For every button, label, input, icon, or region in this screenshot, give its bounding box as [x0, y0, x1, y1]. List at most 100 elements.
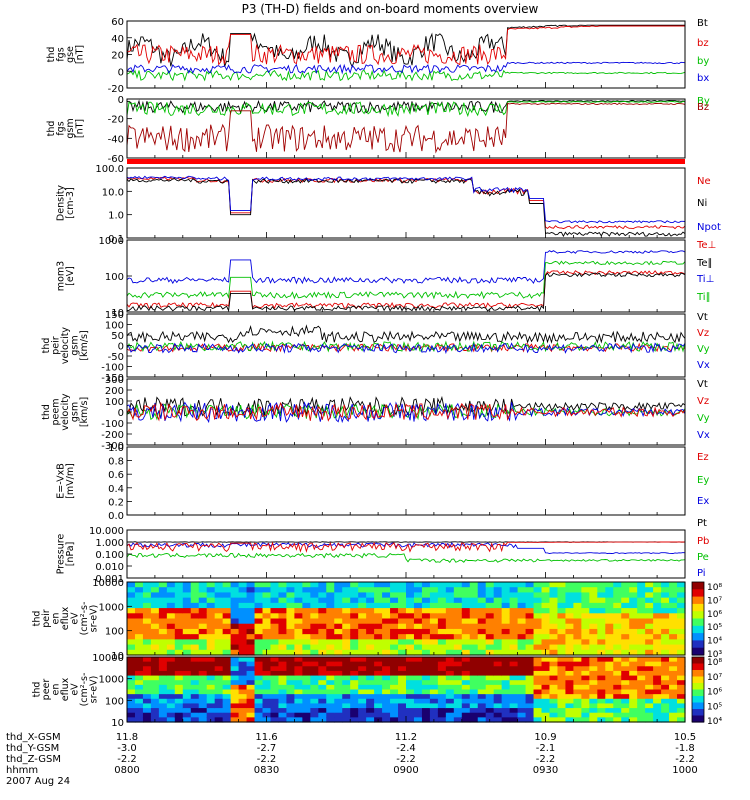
heatmap-cell	[445, 717, 455, 723]
heatmap-cell	[437, 689, 447, 695]
heatmap-cell	[573, 623, 582, 630]
heatmap-cell	[382, 618, 391, 625]
heatmap-cell	[629, 602, 638, 609]
heatmap-cell	[254, 608, 264, 614]
heatmap-cell	[198, 661, 208, 667]
y-axis-label: peir	[51, 336, 62, 355]
heatmap-cell	[517, 666, 527, 672]
heatmap-cell	[645, 613, 654, 620]
heatmap-cell	[374, 670, 383, 677]
heatmap-cell	[238, 582, 248, 588]
heatmap-cell	[134, 602, 144, 609]
heatmap-cell	[541, 708, 551, 714]
heatmap-cell	[661, 582, 670, 588]
xaxis-value: 0930	[533, 765, 558, 776]
heatmap-cell	[637, 649, 646, 656]
heatmap-cell	[326, 613, 335, 620]
heatmap-cell	[533, 657, 543, 663]
heatmap-cell	[581, 680, 590, 686]
heatmap-cell	[262, 666, 272, 672]
heatmap-cell	[142, 684, 152, 691]
heatmap-cell	[605, 644, 614, 651]
heatmap-cell	[390, 618, 399, 625]
heatmap-cell	[629, 639, 638, 646]
colorbar-segment	[692, 663, 704, 668]
heatmap-cell	[645, 712, 654, 718]
heatmap-cell	[493, 634, 503, 640]
heatmap-cell	[294, 703, 303, 709]
heatmap-cell	[182, 666, 192, 672]
y-axis-label: [eV]	[65, 266, 76, 286]
heatmap-cell	[501, 675, 511, 681]
heatmap-cell	[134, 618, 144, 625]
heatmap-cell	[421, 670, 431, 677]
heatmap-cell	[358, 680, 367, 686]
heatmap-cell	[182, 628, 192, 635]
colorbar-segment	[692, 689, 704, 694]
heatmap-cell	[374, 623, 383, 630]
heatmap-cell	[485, 592, 495, 599]
heatmap-cell	[469, 689, 479, 695]
heatmap-cell	[174, 666, 184, 672]
y-axis-label: [km/s]	[79, 330, 90, 360]
heatmap-cell	[517, 639, 527, 646]
heatmap-cell	[278, 712, 288, 718]
heatmap-cell	[206, 666, 216, 672]
heatmap-cell	[445, 666, 455, 672]
heatmap-cell	[134, 608, 144, 614]
heatmap-cell	[573, 602, 582, 609]
heatmap-cell	[246, 587, 256, 594]
heatmap-cell	[214, 708, 224, 714]
heatmap-cell	[629, 623, 638, 630]
heatmap-cell	[150, 592, 160, 599]
heatmap-cell	[477, 708, 487, 714]
heatmap-cell	[413, 613, 423, 620]
heatmap-cell	[605, 675, 614, 681]
heatmap-cell	[557, 698, 567, 705]
heatmap-cell	[334, 680, 343, 686]
heatmap-cell	[549, 657, 559, 663]
heatmap-cell	[342, 587, 351, 594]
heatmap-cell	[326, 675, 335, 681]
heatmap-cell	[541, 644, 551, 651]
colorbar-segment	[692, 660, 704, 665]
legend-fgs_gse-1: bz	[697, 38, 709, 49]
heatmap-cell	[190, 602, 200, 609]
heatmap-cell	[270, 689, 280, 695]
heatmap-cell	[294, 712, 303, 718]
heatmap-cell	[605, 628, 614, 635]
heatmap-cell	[589, 649, 598, 656]
heatmap-cell	[557, 608, 567, 614]
heatmap-cell	[230, 644, 240, 651]
heatmap-cell	[421, 657, 431, 663]
heatmap-cell	[437, 602, 447, 609]
heatmap-cell	[453, 689, 463, 695]
legend-pressure-3: Pi	[697, 568, 706, 579]
heatmap-cell	[326, 708, 335, 714]
heatmap-cell	[669, 639, 678, 646]
heatmap-cell	[206, 661, 216, 667]
y-tick-label: 0.2	[108, 497, 124, 508]
heatmap-cell	[326, 582, 335, 588]
heatmap-cell	[278, 644, 288, 651]
heatmap-cell	[421, 644, 431, 651]
heatmap-cell	[382, 639, 391, 646]
heatmap-cell	[134, 592, 144, 599]
heatmap-cell	[549, 689, 559, 695]
heatmap-cell	[174, 649, 184, 656]
heatmap-cell	[637, 634, 646, 640]
heatmap-cell	[501, 657, 511, 663]
heatmap-cell	[142, 712, 152, 718]
heatmap-cell	[517, 602, 527, 609]
heatmap-cell	[150, 712, 160, 718]
heatmap-cell	[342, 592, 351, 599]
heatmap-cell	[573, 675, 582, 681]
heatmap-cell	[190, 639, 200, 646]
heatmap-cell	[222, 587, 232, 594]
heatmap-cell	[406, 608, 415, 614]
heatmap-cell	[318, 680, 327, 686]
heatmap-cell	[238, 694, 248, 700]
heatmap-cell	[190, 644, 200, 651]
heatmap-cell	[174, 582, 184, 588]
heatmap-cell	[501, 618, 511, 625]
